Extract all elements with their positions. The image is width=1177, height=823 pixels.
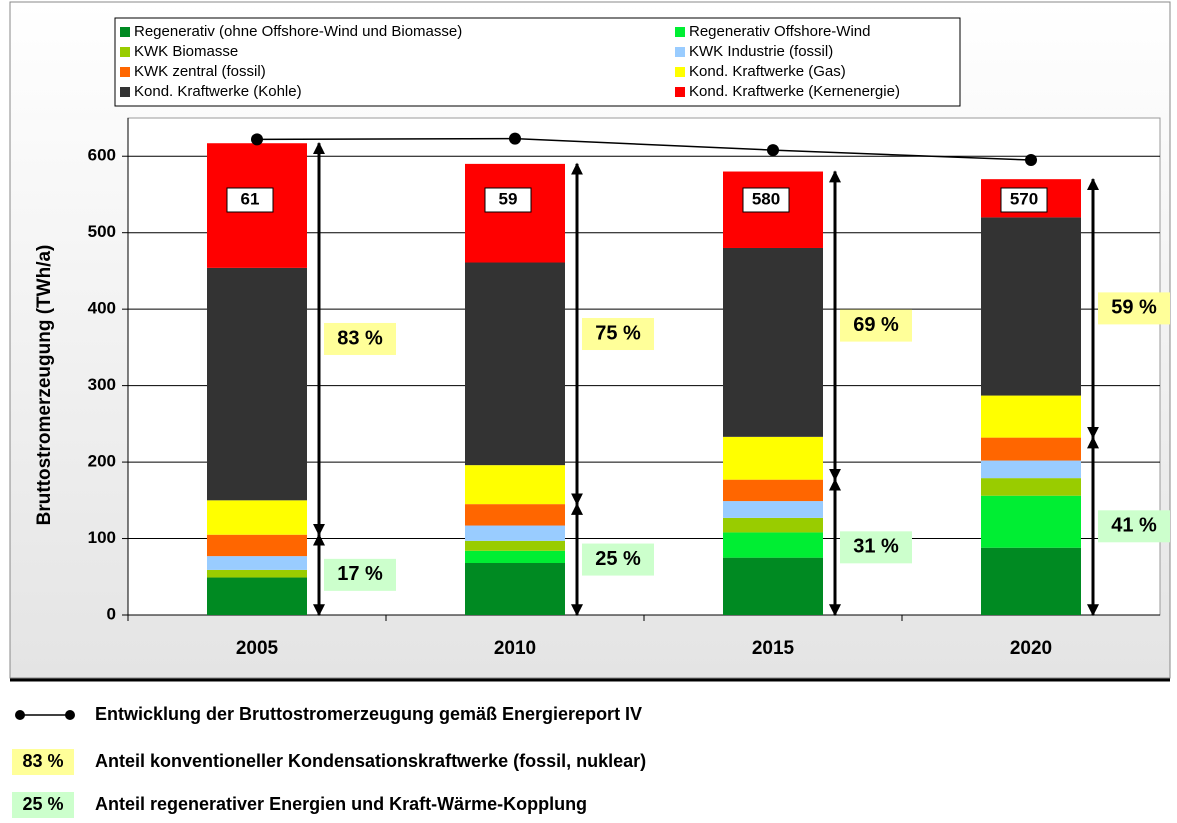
legend-label: Regenerativ (ohne Offshore-Wind und Biom… [134,23,462,40]
bar-segment [981,217,1081,396]
bar-segment [723,557,823,615]
share-label-bg [324,558,396,591]
bar-segment [981,460,1081,479]
box-label-bg [742,187,790,213]
bar-segment [981,478,1081,496]
line-point [767,144,779,157]
x-tick-label: 2020 [1010,638,1052,659]
renewable-share-label: 25 % [595,548,641,570]
line-point [1025,154,1037,167]
line-point [509,132,521,145]
bar-segment [465,262,565,466]
y-tick-label: 600 [88,146,116,165]
bar-segment [465,563,565,615]
renewable-share-label: 17 % [337,563,383,585]
note-sample-bg [12,792,74,818]
line-legend-dot [15,710,25,720]
bar-segment [465,550,565,564]
legend-label: KWK zentral (fossil) [134,63,266,80]
box-label: 580 [752,189,780,208]
bar-segment [465,525,565,541]
bar-segment [981,437,1081,461]
y-tick-label: 100 [88,528,116,547]
x-tick-label: 2015 [752,638,795,659]
note-text: Anteil regenerativer Energien und Kraft-… [95,794,587,814]
bar-segment [207,569,307,578]
bar-segment [465,465,565,505]
legend-swatch [120,47,130,57]
renewable-share-label: 41 % [1111,515,1157,537]
y-tick-label: 0 [107,604,116,623]
bar-segment [723,517,823,533]
legend-swatch [120,27,130,37]
x-tick-label: 2005 [236,638,279,659]
legend-label: KWK Biomasse [134,43,238,60]
legend-swatch [675,87,685,97]
share-label-bg [840,531,912,564]
share-label-bg [840,309,912,342]
legend-label: Kond. Kraftwerke (Kernenergie) [689,83,900,100]
line-legend-label: Entwicklung der Bruttostromerzeugung gem… [95,704,642,724]
bar-segment [207,556,307,570]
bar-segment [207,534,307,557]
note-sample: 25 % [22,794,63,814]
conventional-share-label: 83 % [337,327,383,349]
share-label-bg [324,322,396,355]
legend-swatch [120,87,130,97]
legend-swatch [675,67,685,77]
y-tick-label: 500 [88,222,116,241]
x-tick-label: 2010 [494,638,536,659]
legend-swatch [120,67,130,77]
bar-segment [981,547,1081,615]
note-sample: 83 % [22,751,63,771]
bar-segment [981,495,1081,548]
bar-segment [723,479,823,502]
conventional-share-label: 75 % [595,322,641,344]
legend-swatch [675,27,685,37]
y-tick-label: 200 [88,452,116,471]
bar-segment [723,501,823,518]
y-tick-label: 400 [88,299,116,318]
share-label-bg [1098,510,1170,543]
legend-swatch [675,47,685,57]
box-label-bg [1000,187,1048,213]
bar-segment [207,500,307,535]
legend-box [114,17,961,107]
share-label-bg [1098,292,1170,325]
share-label-bg [582,543,654,576]
bar-segment [723,247,823,437]
bar-segment [465,540,565,551]
bar-segment [465,504,565,526]
box-label-bg [484,187,532,213]
line-point [251,133,263,146]
y-axis-label: Bruttostromerzeugung (TWh/a) [34,245,55,526]
legend-label: Regenerativ Offshore-Wind [689,23,870,40]
share-label-bg [582,318,654,351]
bar-segment [981,395,1081,438]
conventional-share-label: 69 % [853,314,899,336]
y-tick-label: 300 [88,375,116,394]
box-label: 570 [1010,189,1038,208]
legend-label: Kond. Kraftwerke (Kohle) [134,83,302,100]
bar-segment [723,532,823,558]
legend-label: KWK Industrie (fossil) [689,43,833,60]
bar-segment [207,577,307,615]
note-text: Anteil konventioneller Kondensationskraf… [95,751,646,771]
bar-segment [723,436,823,480]
box-label: 59 [499,189,518,208]
legend-label: Kond. Kraftwerke (Gas) [689,63,846,80]
renewable-share-label: 31 % [853,536,899,558]
box-label-bg [226,187,274,213]
box-label: 61 [241,189,260,208]
bar-segment [465,163,565,263]
note-sample-bg [12,749,74,775]
line-series [256,137,1032,161]
line-legend-dot [65,710,75,720]
bar-segment [207,267,307,501]
conventional-share-label: 59 % [1111,297,1157,319]
